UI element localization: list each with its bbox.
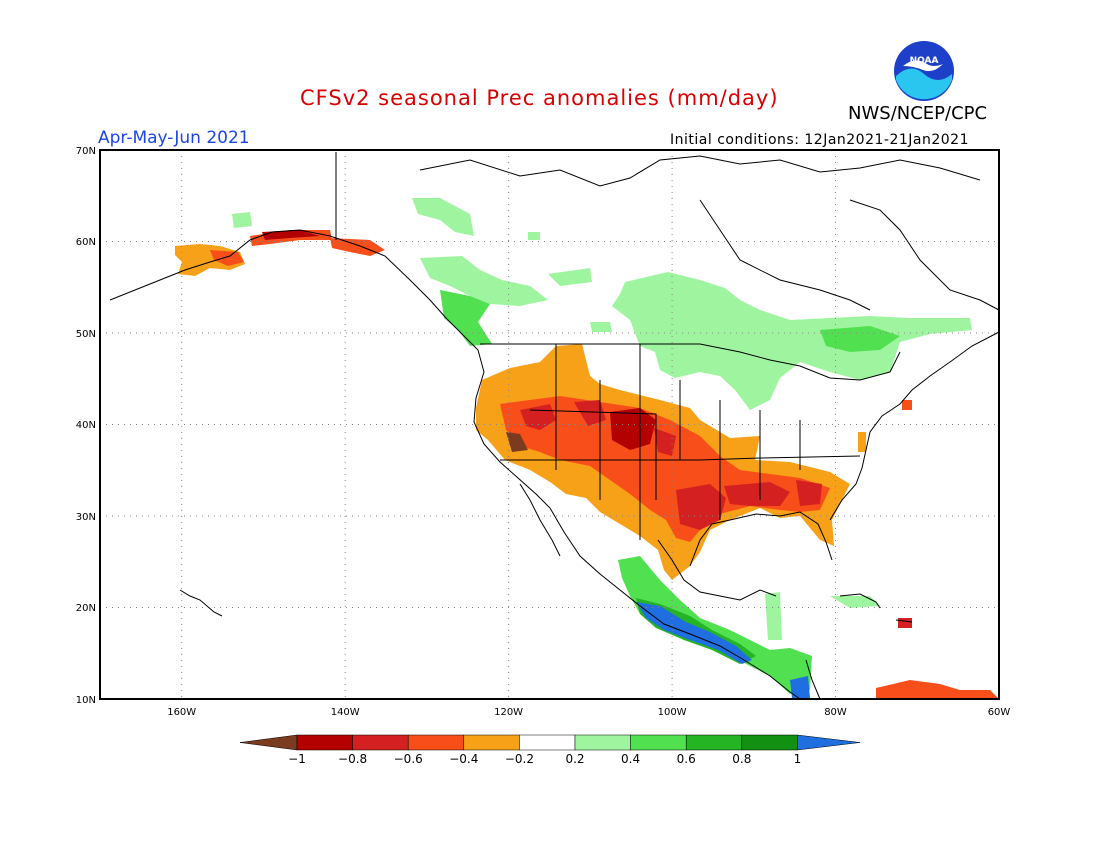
colorbar-segment <box>519 734 576 751</box>
colorbar-segment <box>296 734 353 751</box>
agency-label: NWS/NCEP/CPC <box>848 103 988 124</box>
initial-conditions-label: Initial conditions: 12Jan2021-21Jan2021 <box>670 132 969 148</box>
colorbar-tick-label: −0.8 <box>338 752 367 766</box>
colorbar-tick-label: 0.6 <box>677 752 696 766</box>
colorbar-tick-label: −0.6 <box>394 752 423 766</box>
chart-title: CFSv2 seasonal Prec anomalies (mm/day) <box>300 86 779 110</box>
colorbar-tick-label: −1 <box>288 752 306 766</box>
colorbar-arrow-high <box>797 734 861 751</box>
colorbar-tick-label: −0.4 <box>449 752 478 766</box>
colorbar-segment <box>352 734 409 751</box>
colorbar-tick-label: 0.4 <box>621 752 640 766</box>
lat-label: 20N <box>76 603 96 614</box>
season-label: Apr-May-Jun 2021 <box>98 128 250 148</box>
colorbar-segment <box>630 734 687 751</box>
lon-label: 100W <box>658 707 687 718</box>
lat-labels: 70N 60N 50N 40N 30N 20N 10N <box>76 146 96 706</box>
lon-label: 80W <box>824 707 847 718</box>
colorbar-tick-label: −0.2 <box>505 752 534 766</box>
lon-label: 120W <box>494 707 523 718</box>
lon-label: 60W <box>988 707 1011 718</box>
logo-text: NOAA <box>910 56 939 66</box>
colorbar: −1 −0.8 −0.6 −0.4 −0.2 0.2 0.4 0.6 0.8 1 <box>239 734 861 766</box>
lat-label: 30N <box>76 512 96 523</box>
lat-label: 70N <box>76 146 96 157</box>
colorbar-segment <box>463 734 520 751</box>
lon-labels: 160W 140W 120W 100W 80W 60W <box>167 707 1010 718</box>
colorbar-tick-label: 0.2 <box>565 752 584 766</box>
colorbar-arrow-low <box>239 734 298 751</box>
colorbar-tick-label: 1 <box>794 752 802 766</box>
lat-label: 60N <box>76 237 96 248</box>
lon-label: 160W <box>167 707 196 718</box>
coastlines <box>109 152 1000 700</box>
lat-label: 40N <box>76 420 96 431</box>
anomaly-shading <box>175 198 998 698</box>
colorbar-segment <box>741 734 798 751</box>
colorbar-segment <box>685 734 743 751</box>
colorbar-segment <box>574 734 631 751</box>
lat-label: 10N <box>76 695 96 706</box>
lon-label: 140W <box>331 707 360 718</box>
map-frame <box>99 149 1000 700</box>
colorbar-tick-label: 0.8 <box>732 752 751 766</box>
lat-label: 50N <box>76 329 96 340</box>
colorbar-segment <box>407 734 465 751</box>
noaa-logo: NOAA <box>894 41 954 101</box>
